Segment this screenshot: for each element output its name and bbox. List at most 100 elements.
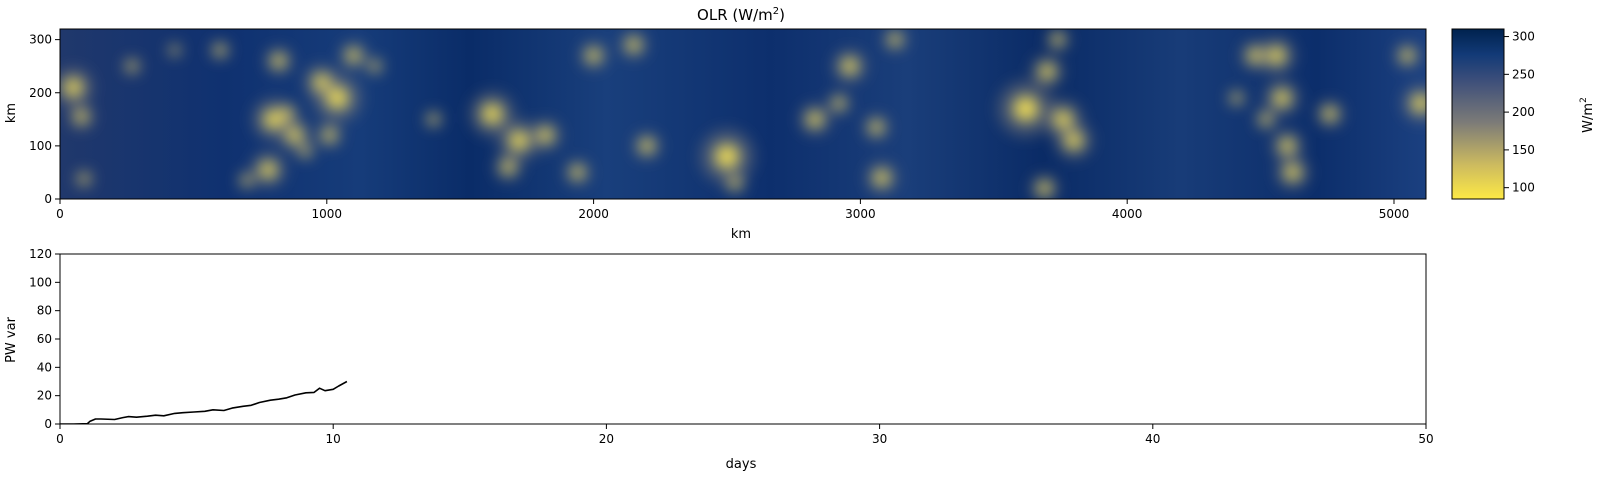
line-y-tick-label: 120 bbox=[29, 247, 52, 261]
cloud-core bbox=[506, 127, 532, 154]
heatmap-title-superscript: 2 bbox=[773, 6, 779, 17]
heatmap-x-tick-label: 0 bbox=[56, 207, 64, 221]
heatmap-y-tick-label: 0 bbox=[44, 192, 52, 206]
heatmap-x-tick-label: 5000 bbox=[1379, 207, 1410, 221]
heatmap-y-label: km bbox=[4, 103, 19, 123]
cloud-core bbox=[832, 96, 847, 111]
cloud-core bbox=[241, 174, 253, 187]
heatmap-x-tick-label: 3000 bbox=[845, 207, 876, 221]
cloud-core bbox=[1062, 129, 1086, 152]
cloud-core bbox=[270, 52, 288, 70]
heatmap-title: OLR (W/m2) bbox=[697, 6, 785, 24]
cloud-core bbox=[1399, 47, 1416, 64]
cloud-core bbox=[1277, 136, 1297, 156]
cloud-core bbox=[536, 125, 556, 145]
cloud-core bbox=[728, 176, 742, 190]
line-y-tick-label: 80 bbox=[37, 304, 52, 318]
cloud-core bbox=[1008, 91, 1043, 126]
cloud-core bbox=[638, 137, 656, 155]
cloud-core bbox=[78, 173, 90, 185]
heatmap-x-tick-label: 1000 bbox=[312, 207, 343, 221]
cloud-core bbox=[585, 47, 602, 64]
cloud-core bbox=[321, 127, 338, 144]
cloud-core bbox=[1246, 46, 1265, 65]
colorbar-gradient bbox=[1451, 28, 1505, 200]
line-y-tick-label: 0 bbox=[44, 417, 52, 431]
cloud-core bbox=[257, 159, 279, 181]
line-x-label: days bbox=[726, 457, 757, 472]
cloud-core bbox=[872, 168, 892, 188]
cloud-core bbox=[345, 47, 362, 64]
line-y-label: PW var bbox=[4, 316, 19, 362]
line-x-tick-label: 10 bbox=[326, 432, 341, 446]
pw-var-line bbox=[60, 380, 348, 424]
heatmap-x-ticks: 0 1000 2000 3000 4000 5000 bbox=[56, 199, 1409, 221]
colorbar: 100 150 200 250 300 W/m2 bbox=[1451, 28, 1596, 200]
line-y-tick-label: 40 bbox=[37, 360, 52, 374]
colorbar-tick-label: 150 bbox=[1512, 143, 1535, 157]
cloud-core bbox=[61, 75, 86, 100]
cloud-core bbox=[1271, 87, 1293, 109]
colorbar-ticks: 100 150 200 250 300 bbox=[1504, 30, 1535, 195]
line-y-tick-label: 60 bbox=[37, 332, 52, 346]
cloud-core bbox=[213, 44, 227, 57]
heatmap-x-tick-label: 2000 bbox=[578, 207, 609, 221]
heatmap-x-label: km bbox=[731, 227, 751, 242]
line-x-tick-label: 30 bbox=[872, 432, 887, 446]
cloud-core bbox=[839, 56, 860, 77]
colorbar-tick-label: 100 bbox=[1512, 181, 1535, 195]
line-y-tick-label: 100 bbox=[29, 275, 52, 289]
cloud-core bbox=[1259, 112, 1273, 127]
line-x-tick-label: 0 bbox=[56, 432, 64, 446]
heatmap-panel: OLR (W/m2) 0 1000 2000 3000 4000 5000 0 100 200… bbox=[4, 6, 1427, 242]
cloud-core bbox=[279, 106, 295, 122]
line-x-tick-label: 50 bbox=[1418, 432, 1433, 446]
line-panel: 0 10 20 30 40 50 0 20 40 60 80 100 120 days PW var bbox=[4, 247, 1434, 472]
cloud-core bbox=[299, 145, 312, 157]
cloud-core bbox=[805, 109, 825, 129]
cloud-core bbox=[322, 83, 353, 113]
cloud-core bbox=[369, 60, 381, 72]
heatmap-y-tick-label: 100 bbox=[29, 139, 52, 153]
colorbar-label-superscript: 2 bbox=[1579, 97, 1589, 103]
cloud-core bbox=[1321, 105, 1339, 123]
cloud-core bbox=[427, 113, 440, 125]
cloud-core bbox=[1050, 32, 1065, 47]
cloud-core bbox=[73, 108, 90, 125]
cloud-core bbox=[499, 158, 517, 176]
line-x-tick-label: 40 bbox=[1145, 432, 1160, 446]
line-y-ticks: 0 20 40 60 80 100 120 bbox=[29, 247, 60, 431]
cloud-core bbox=[625, 36, 643, 54]
heatmap-y-ticks: 0 100 200 300 bbox=[29, 33, 60, 206]
cloud-core bbox=[569, 164, 586, 181]
line-x-ticks: 0 10 20 30 40 50 bbox=[56, 424, 1434, 446]
colorbar-tick-label: 200 bbox=[1512, 105, 1535, 119]
colorbar-tick-label: 250 bbox=[1512, 67, 1535, 81]
cloud-core bbox=[868, 119, 885, 136]
cloud-core bbox=[1230, 92, 1243, 104]
cloud-core bbox=[1409, 92, 1426, 115]
cloud-core bbox=[1037, 61, 1057, 82]
heatmap-plot-area bbox=[60, 29, 1426, 199]
colorbar-tick-label: 300 bbox=[1512, 30, 1535, 44]
cloud-core bbox=[126, 60, 138, 72]
cloud-core bbox=[1036, 179, 1053, 197]
cloud-core bbox=[284, 125, 305, 146]
cloud-core bbox=[710, 140, 744, 173]
cloud-core bbox=[310, 71, 333, 93]
cloud-core bbox=[887, 32, 903, 47]
line-y-tick-label: 20 bbox=[37, 389, 52, 403]
cloud-core bbox=[1265, 44, 1288, 67]
heatmap-y-tick-label: 300 bbox=[29, 33, 52, 47]
colorbar-label: W/m2 bbox=[1579, 97, 1596, 133]
cloud-core bbox=[1051, 107, 1075, 132]
heatmap-x-tick-label: 4000 bbox=[1112, 207, 1143, 221]
heatmap-frame bbox=[59, 28, 1427, 200]
cloud-core bbox=[170, 45, 180, 55]
line-frame bbox=[59, 253, 1427, 425]
heatmap-y-tick-label: 200 bbox=[29, 86, 52, 100]
line-x-tick-label: 20 bbox=[599, 432, 614, 446]
heatmap-cloud-layer bbox=[60, 29, 1426, 199]
cloud-core bbox=[1282, 162, 1303, 183]
